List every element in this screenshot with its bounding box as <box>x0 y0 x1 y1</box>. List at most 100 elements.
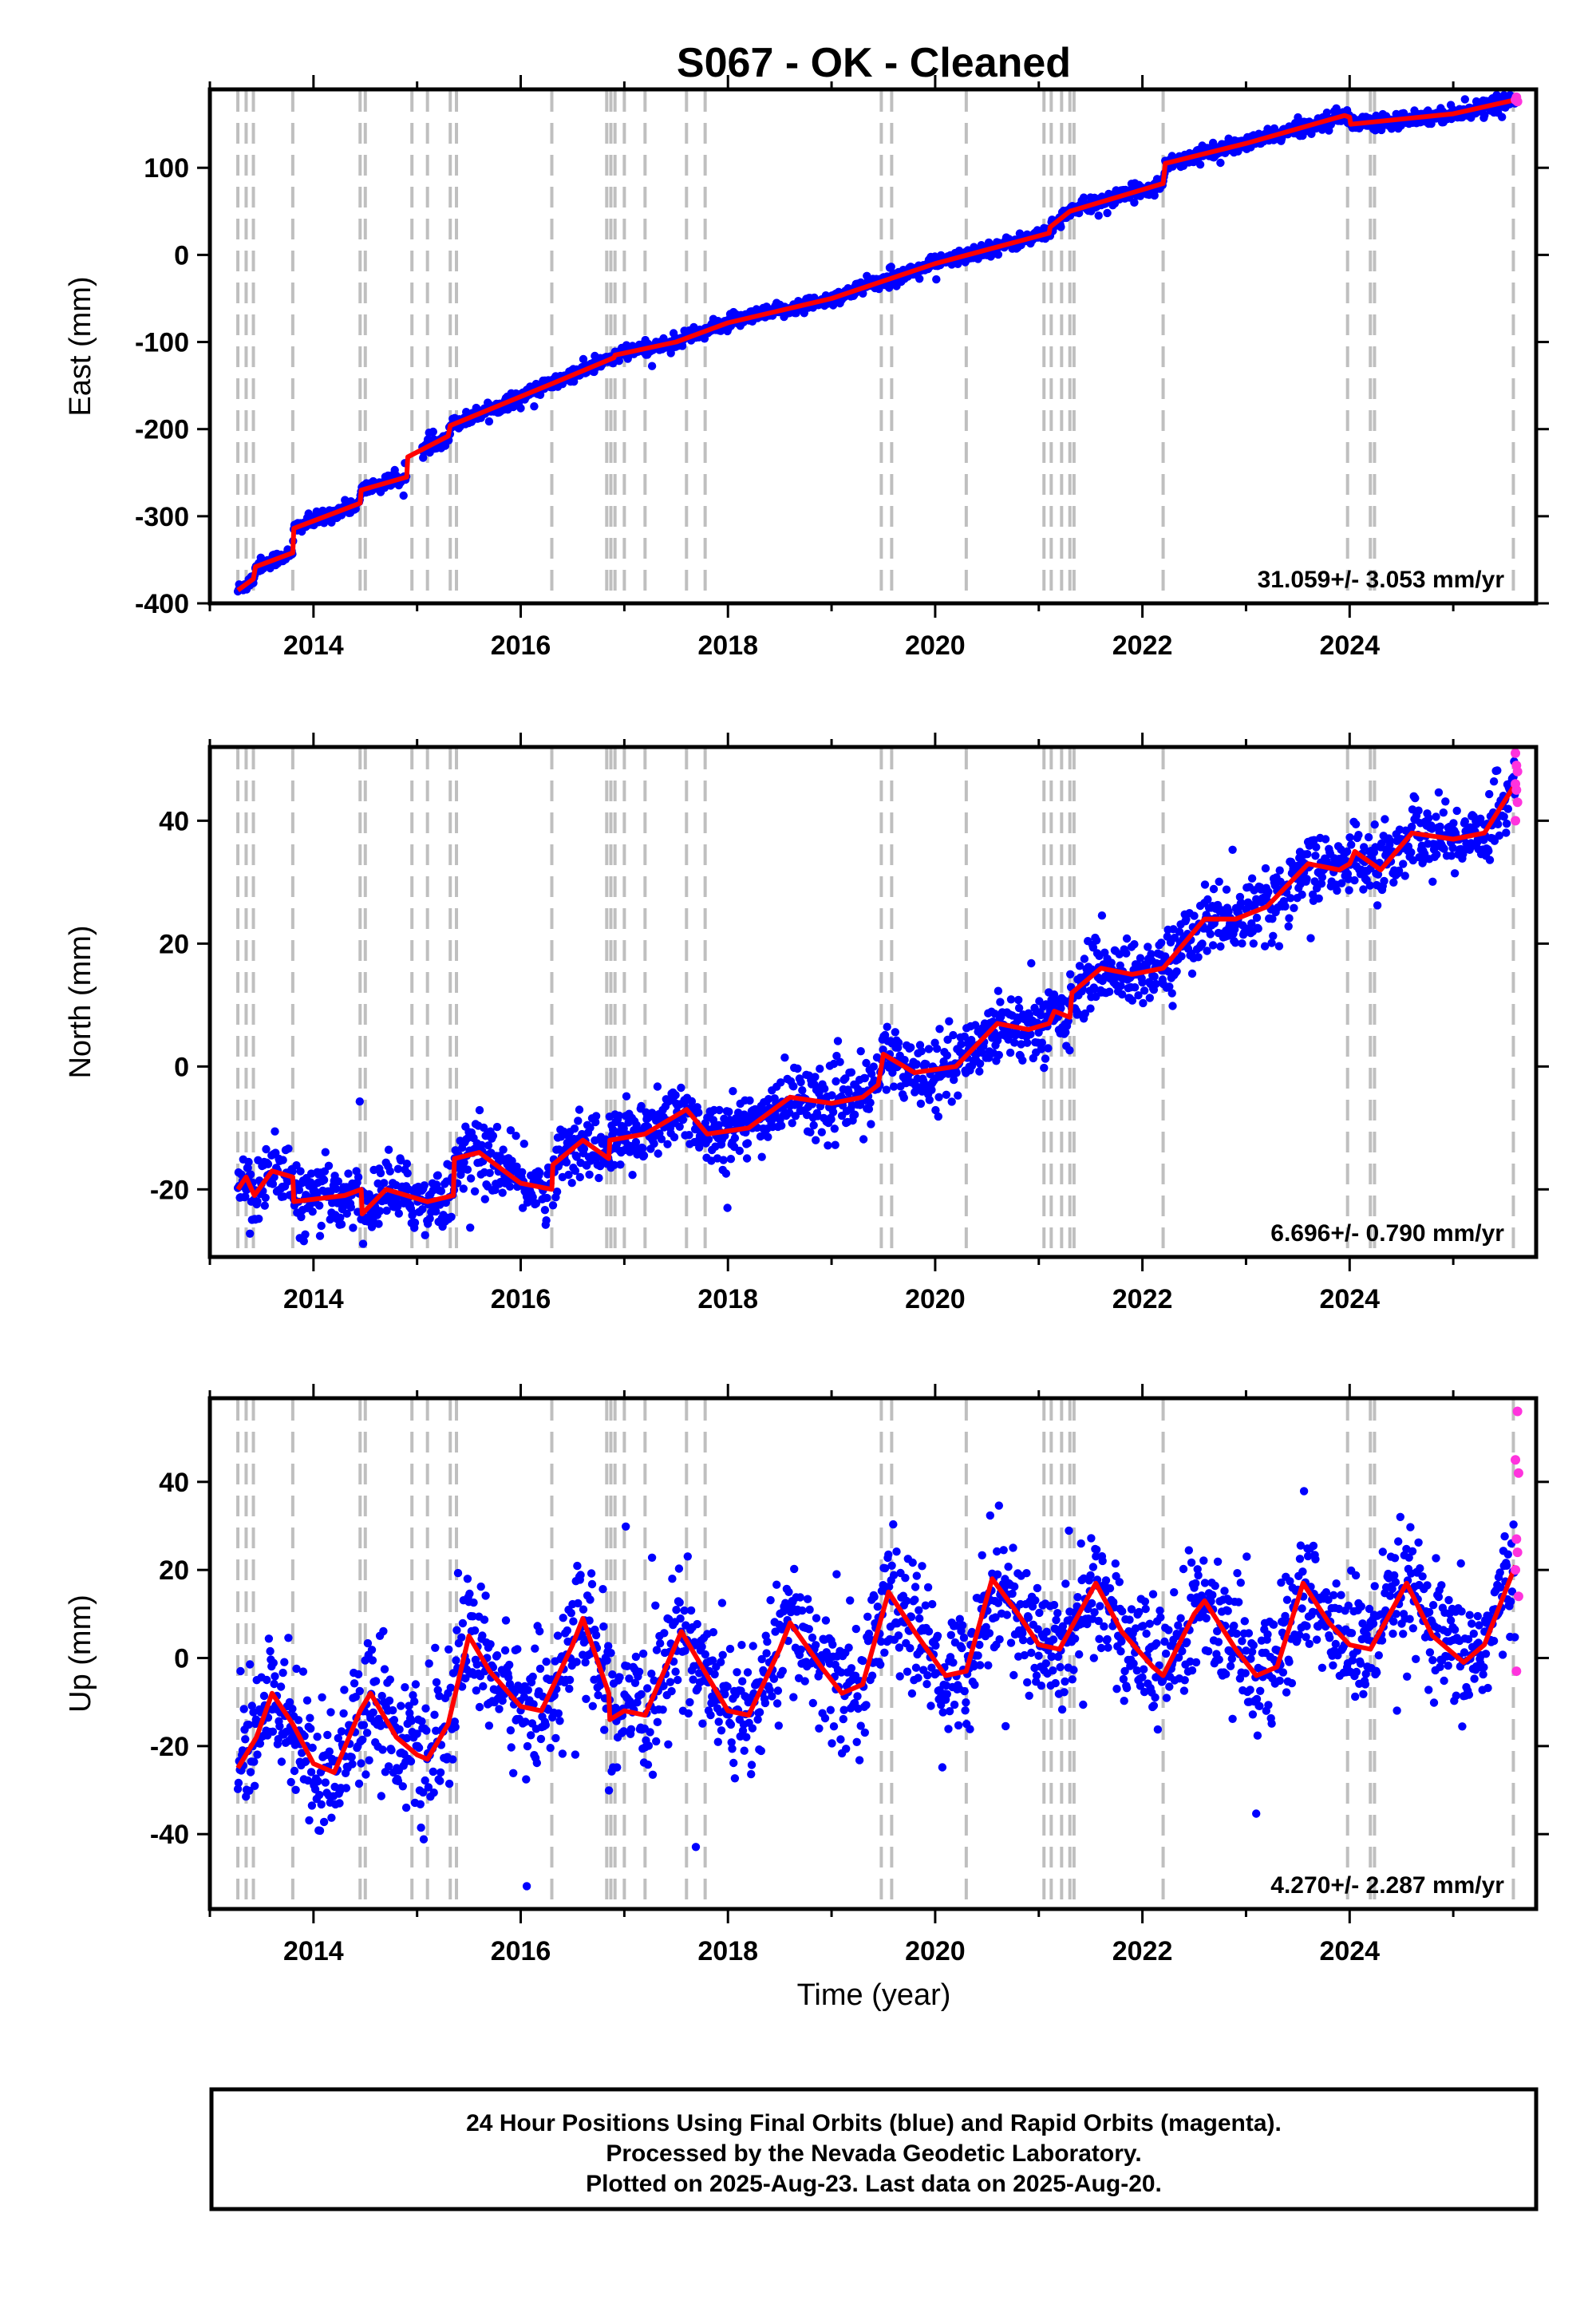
final-orbit-point <box>501 1616 511 1625</box>
final-orbit-point <box>994 1050 1004 1060</box>
final-orbit-point <box>259 1691 269 1701</box>
final-orbit-point <box>1105 987 1114 996</box>
x-tick-label: 2016 <box>491 1284 551 1314</box>
final-orbit-point <box>1261 864 1270 873</box>
final-orbit-point <box>660 1629 669 1638</box>
final-orbit-point <box>448 1755 457 1764</box>
final-orbit-point <box>729 1758 738 1768</box>
final-orbit-point <box>268 1180 278 1188</box>
y-tick-label: 40 <box>159 806 189 836</box>
final-orbit-point <box>1122 934 1132 943</box>
final-orbit-point <box>480 1615 489 1624</box>
final-orbit-point <box>1333 886 1341 895</box>
final-orbit-point <box>1281 902 1290 911</box>
final-orbit-point <box>847 1664 856 1673</box>
final-orbit-point <box>672 1606 681 1614</box>
final-orbit-point <box>809 1120 818 1130</box>
final-orbit-point <box>684 1709 693 1718</box>
final-orbit-point <box>551 1733 560 1743</box>
final-orbit-point <box>476 1582 485 1591</box>
final-orbit-point <box>348 1760 357 1769</box>
final-orbit-point <box>706 1710 715 1720</box>
final-orbit-point <box>811 1073 820 1081</box>
final-orbit-point <box>842 1745 851 1753</box>
final-orbit-point <box>411 1680 421 1689</box>
final-orbit-point <box>1494 820 1503 829</box>
final-orbit-point <box>586 1595 595 1604</box>
final-orbit-point <box>901 1574 910 1583</box>
final-orbit-point <box>536 1734 546 1744</box>
final-orbit-point <box>719 1156 728 1164</box>
final-orbit-point <box>836 1735 845 1744</box>
final-orbit-point <box>882 1085 891 1094</box>
final-orbit-point <box>319 1817 329 1827</box>
plot-frame <box>207 87 1539 606</box>
final-orbit-point <box>600 1725 609 1734</box>
final-orbit-point <box>789 1082 798 1091</box>
final-orbit-point <box>1489 777 1499 786</box>
final-orbit-point <box>647 1553 657 1563</box>
final-orbit-point <box>1167 989 1176 998</box>
final-orbit-point <box>277 1757 286 1766</box>
final-orbit-point <box>264 1634 274 1643</box>
final-orbit-point <box>567 1179 576 1188</box>
final-orbit-point <box>763 1637 772 1646</box>
final-orbit-point <box>253 1750 262 1759</box>
final-orbit-point <box>670 1132 679 1142</box>
final-orbit-point <box>808 1698 817 1708</box>
final-orbit-point <box>1450 869 1460 878</box>
final-orbit-point <box>591 1630 601 1640</box>
final-orbit-point <box>1065 1045 1074 1055</box>
final-orbit-point <box>638 1649 648 1658</box>
final-orbit-point <box>399 491 408 500</box>
final-orbit-point <box>358 1735 367 1745</box>
final-orbit-point <box>444 1645 453 1654</box>
final-orbit-point <box>1066 970 1075 979</box>
final-orbit-point <box>516 404 525 413</box>
final-orbit-point <box>674 1564 684 1573</box>
final-orbit-point <box>1130 198 1139 207</box>
final-orbit-point <box>755 1708 764 1717</box>
final-orbit-point <box>675 1598 684 1607</box>
final-orbit-point <box>335 1799 344 1808</box>
final-orbit-point <box>430 1710 439 1719</box>
final-orbit-point <box>324 1161 334 1171</box>
final-orbit-point <box>239 1705 248 1713</box>
final-orbit-point <box>1044 1044 1053 1053</box>
final-orbit-point <box>798 1086 807 1095</box>
final-orbit-point <box>344 1169 353 1178</box>
x-tick-label: 2022 <box>1112 630 1173 661</box>
final-orbit-point <box>821 1616 831 1625</box>
final-orbit-point <box>357 1759 365 1768</box>
final-orbit-point <box>555 1717 564 1725</box>
final-orbit-point <box>628 1171 637 1180</box>
final-orbit-point <box>832 1077 840 1086</box>
final-orbit-point <box>294 1716 303 1725</box>
final-orbit-point <box>975 1059 985 1069</box>
final-orbit-point <box>385 1167 394 1176</box>
final-orbit-point <box>452 1626 461 1634</box>
final-orbit-point <box>565 1684 574 1694</box>
final-orbit-point <box>1097 911 1107 920</box>
final-orbit-point <box>1350 875 1359 885</box>
final-orbit-point <box>546 1744 555 1753</box>
final-orbit-point <box>302 1696 312 1705</box>
rate-annotation: 31.059+/- 3.053 mm/yr <box>1258 567 1505 593</box>
final-orbit-point <box>572 1658 581 1666</box>
final-orbit-point <box>279 1156 287 1164</box>
final-orbit-point <box>284 1634 293 1642</box>
final-orbit-point <box>1254 924 1262 933</box>
final-orbit-point <box>291 1785 300 1794</box>
final-orbit-point <box>397 1701 405 1710</box>
final-orbit-point <box>470 1626 480 1635</box>
final-orbit-point <box>828 1108 838 1117</box>
final-orbit-point <box>895 1672 904 1681</box>
final-orbit-point <box>1027 958 1036 968</box>
final-orbit-point <box>498 1188 507 1197</box>
final-orbit-point <box>1168 1002 1177 1010</box>
final-orbit-point <box>1302 875 1311 883</box>
final-orbit-point <box>796 1645 805 1654</box>
final-orbit-point <box>535 1168 544 1177</box>
final-orbit-point <box>422 1726 431 1735</box>
